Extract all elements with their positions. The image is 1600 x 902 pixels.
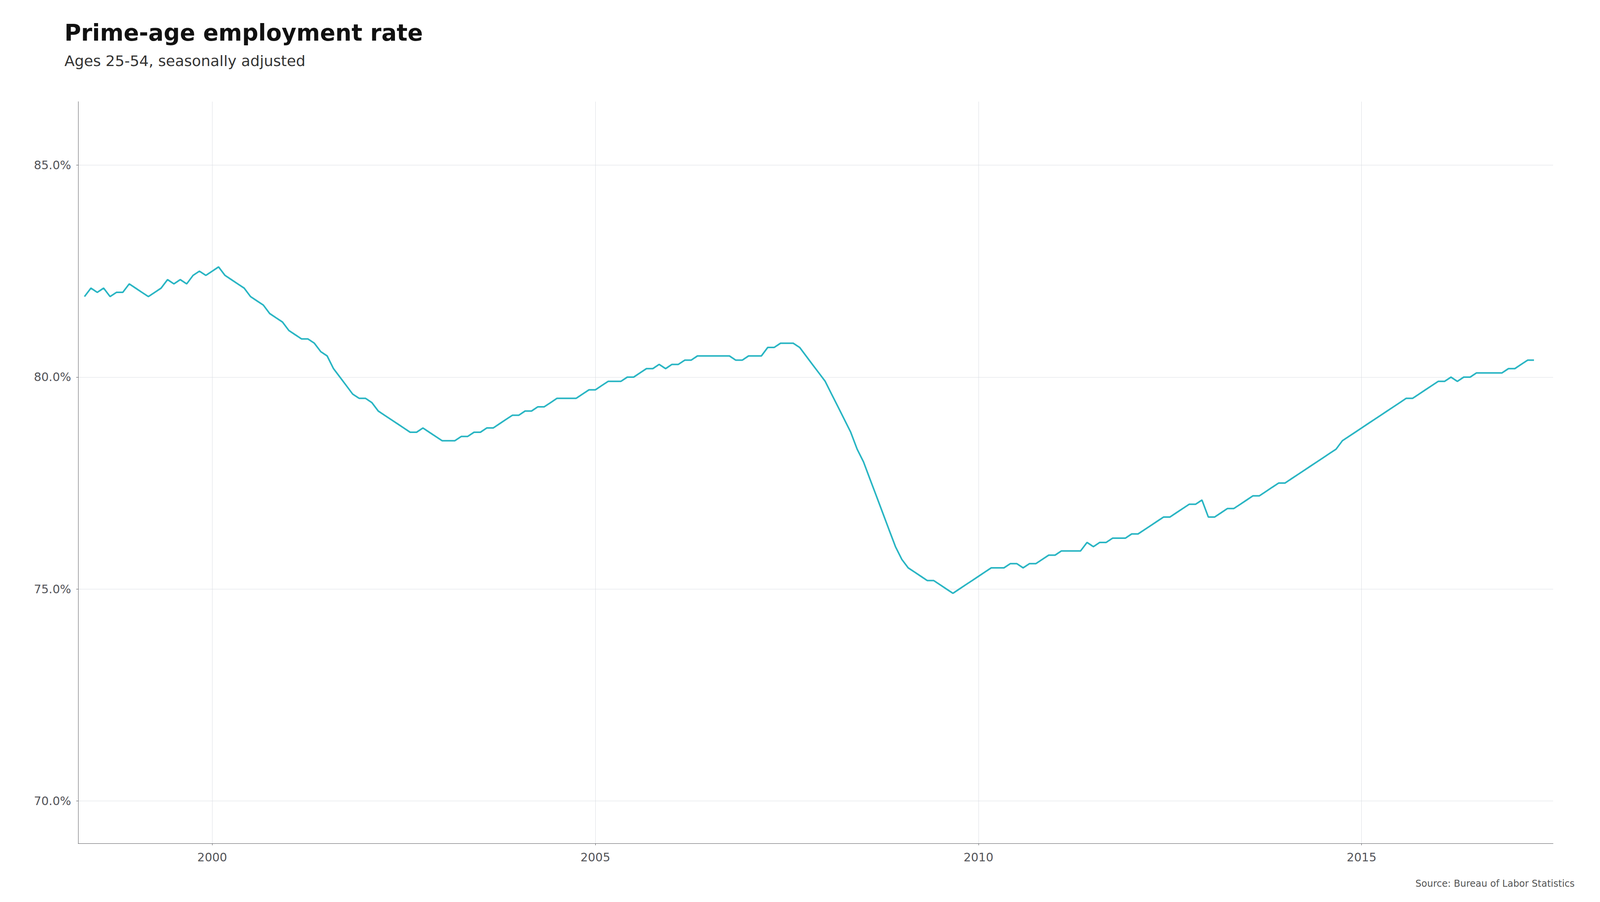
svg-text:2005: 2005 [580, 850, 611, 864]
svg-text:2010: 2010 [963, 850, 994, 864]
svg-text:Prime-age employment rate: Prime-age employment rate [64, 19, 424, 47]
svg-text:2000: 2000 [197, 850, 227, 864]
svg-text:70.0%: 70.0% [33, 793, 72, 808]
svg-text:85.0%: 85.0% [33, 158, 72, 172]
svg-text:75.0%: 75.0% [33, 582, 72, 596]
svg-text:2015: 2015 [1346, 850, 1377, 864]
svg-text:Ages 25-54, seasonally adjuste: Ages 25-54, seasonally adjusted [64, 52, 306, 70]
svg-text:Source: Bureau of Labor Statis: Source: Bureau of Labor Statistics [1415, 877, 1575, 889]
svg-text:80.0%: 80.0% [33, 369, 72, 384]
